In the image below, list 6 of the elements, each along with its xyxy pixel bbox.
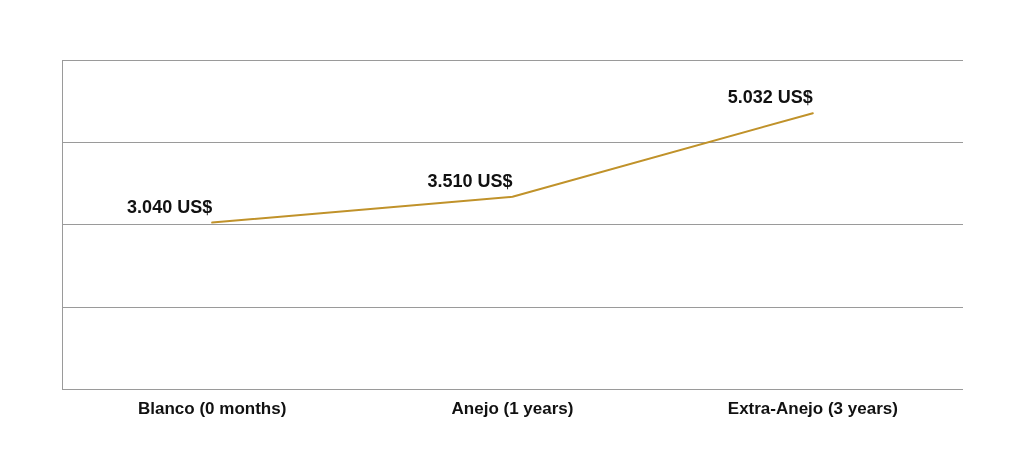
x-tick-label: Extra-Anejo (3 years)	[727, 399, 898, 419]
data-label: 3.040 US$	[127, 196, 213, 217]
data-label: 3.510 US$	[427, 170, 513, 191]
x-tick-label: Anejo (1 years)	[451, 399, 574, 419]
data-label: 5.032 US$	[727, 87, 813, 108]
x-tick-label: Blanco (0 months)	[138, 399, 287, 419]
